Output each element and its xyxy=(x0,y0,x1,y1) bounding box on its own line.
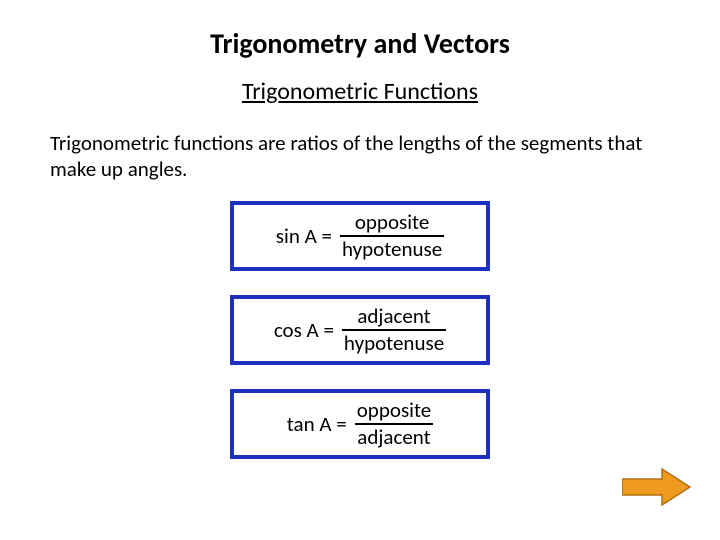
formula-lhs: tan A = xyxy=(287,411,347,437)
formula-box-cos: cos A = adjacent hypotenuse xyxy=(230,295,490,365)
slide: Trigonometry and Vectors Trigonometric F… xyxy=(0,0,720,540)
fraction-denominator: hypotenuse xyxy=(342,332,446,355)
arrow-shape xyxy=(622,469,690,505)
arrow-svg xyxy=(622,467,692,507)
body-text: Trigonometric functions are ratios of th… xyxy=(50,130,670,183)
fraction-numerator: opposite xyxy=(355,399,434,422)
formula-fraction: opposite adjacent xyxy=(355,399,434,449)
fraction-denominator: hypotenuse xyxy=(340,238,444,261)
fraction-numerator: adjacent xyxy=(355,305,432,328)
formula-list: sin A = opposite hypotenuse cos A = adja… xyxy=(50,201,670,460)
formula-fraction: adjacent hypotenuse xyxy=(342,305,446,355)
next-arrow-icon[interactable] xyxy=(622,467,692,512)
formula-box-sin: sin A = opposite hypotenuse xyxy=(230,201,490,271)
formula-fraction: opposite hypotenuse xyxy=(340,211,444,261)
page-subtitle: Trigonometric Functions xyxy=(50,77,670,106)
formula-box-tan: tan A = opposite adjacent xyxy=(230,389,490,459)
page-title: Trigonometry and Vectors xyxy=(50,26,670,61)
fraction-denominator: adjacent xyxy=(355,426,432,449)
fraction-numerator: opposite xyxy=(353,211,432,234)
formula-lhs: sin A = xyxy=(276,223,332,249)
formula-lhs: cos A = xyxy=(274,317,334,343)
